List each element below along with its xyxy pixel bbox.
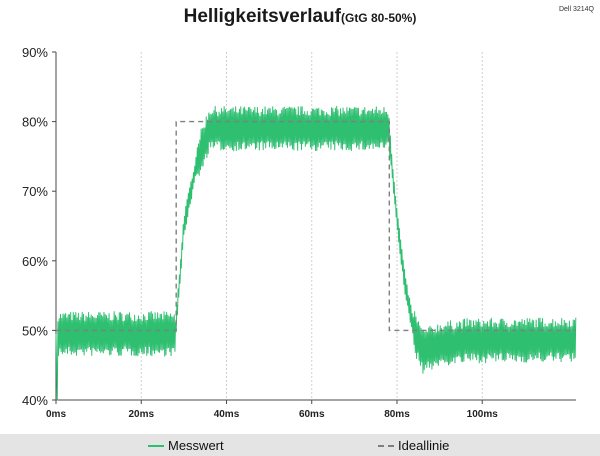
y-tick-label: 90%	[22, 45, 48, 60]
y-tick-label: 70%	[22, 184, 48, 199]
y-tick-label: 40%	[22, 393, 48, 408]
series-line-ideallinie	[56, 120, 576, 332]
brightness-chart: 40% 50% 60% 70% 80% 90% 0ms 20ms 40ms 60ms 80ms 100…	[22, 45, 577, 420]
series-line-messwert	[55, 105, 577, 401]
x-tick-label: 60ms	[299, 409, 325, 420]
monitor-model-label: Dell 3214Q	[558, 6, 594, 13]
legend-item-ideallinie: Ideallinie	[378, 438, 449, 453]
y-tick-label: 80%	[22, 115, 48, 130]
x-tick-label: 20ms	[128, 409, 154, 420]
chart-title-main: Helligkeitsverlauf	[183, 6, 341, 27]
x-tick-label: 80ms	[384, 409, 410, 420]
legend-swatch-ideallinie	[378, 444, 394, 447]
legend-label-messwert: Messwert	[168, 438, 224, 453]
x-tick-label: 40ms	[214, 409, 240, 420]
x-tick-label: 0ms	[46, 409, 66, 420]
chart-title: Helligkeitsverlauf(GtG 80-50%)	[0, 6, 600, 28]
y-tick-label: 60%	[22, 254, 48, 269]
x-tick-label: 100ms	[467, 409, 499, 420]
y-tick-label: 50%	[22, 323, 48, 338]
legend-item-messwert: Messwert	[148, 438, 224, 453]
legend-swatch-messwert	[148, 444, 164, 447]
legend: Messwert Ideallinie	[0, 434, 600, 456]
legend-label-ideallinie: Ideallinie	[398, 438, 450, 453]
chart-subtitle: (GtG 80-50%)	[340, 11, 417, 25]
